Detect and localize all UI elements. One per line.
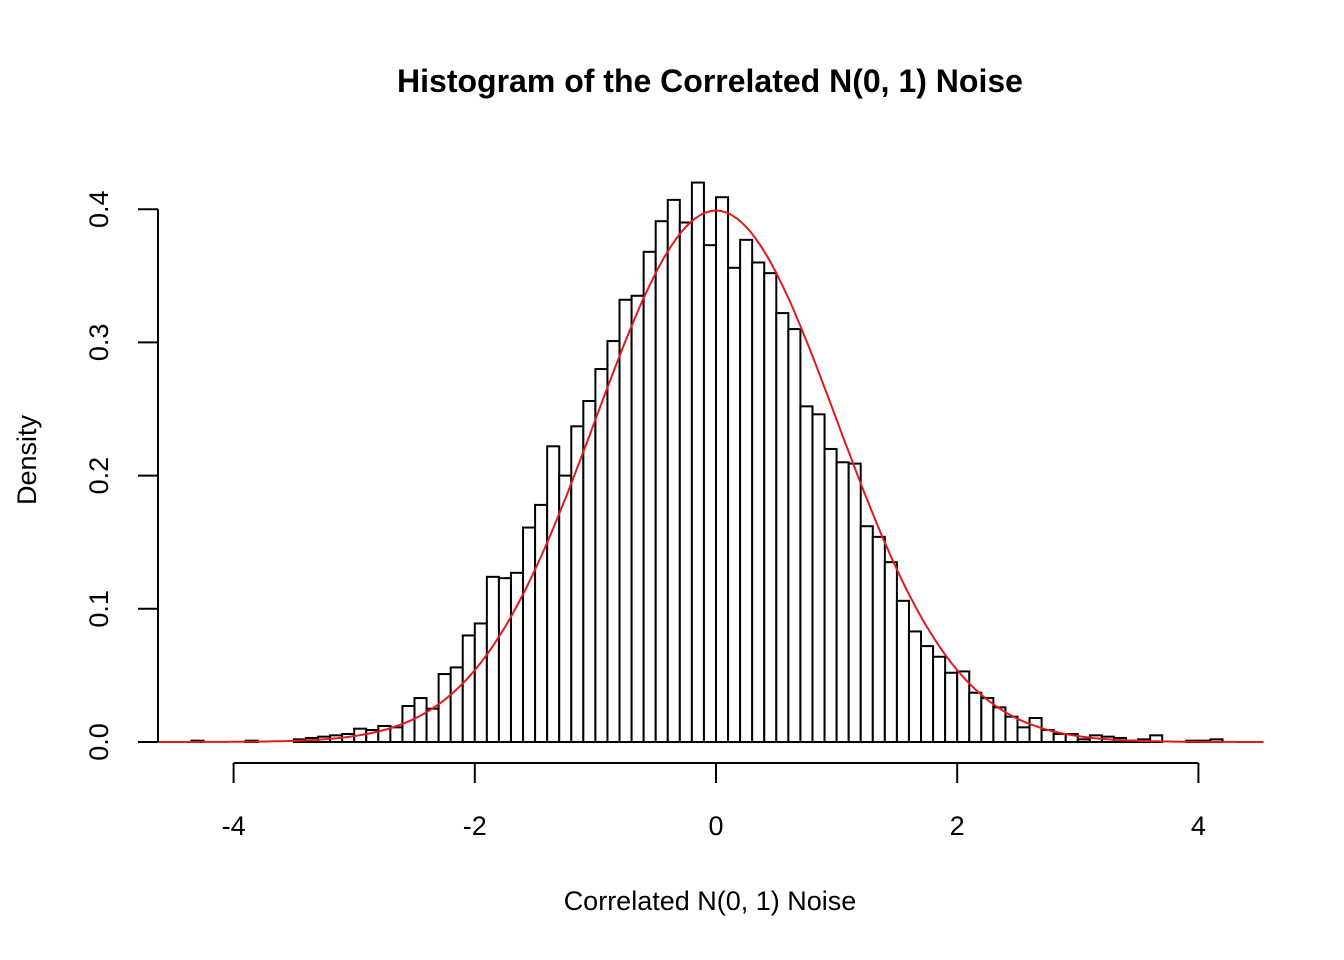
y-tick-label: 0.3 [84,324,114,362]
histogram-bar [473,622,488,744]
histogram-bar [485,575,500,743]
histogram-bar [835,461,850,743]
histogram-bar [1004,715,1019,744]
histogram-bar [582,400,597,743]
histogram-bar [630,294,645,743]
histogram-bar [968,691,983,744]
histogram-bar [727,266,742,743]
histogram-bar [594,368,609,743]
histogram-bar [413,697,428,744]
histogram-bar [775,312,790,743]
histogram-bar [980,697,995,744]
y-tick-label: 0.1 [84,590,114,628]
histogram-bar [702,244,718,743]
histogram-bar [859,525,874,743]
histogram-bar [847,462,862,743]
x-tick-label: -2 [463,811,487,841]
histogram-bar [389,726,404,744]
histogram-bar [895,599,910,743]
histogram-bar [606,340,621,743]
histogram-bar [715,196,730,744]
histogram-bar [461,634,476,743]
chart-title: Histogram of the Correlated N(0, 1) Nois… [397,63,1023,99]
histogram-bar [497,577,512,743]
histogram-bar [811,413,826,743]
histogram-bar [1064,733,1079,743]
histogram-bar [799,405,814,743]
normal-density-curve [149,209,1264,743]
histogram-bar [678,221,693,743]
histogram-bar [823,447,838,743]
histogram-bar [666,198,681,744]
y-tick-label: 0.0 [84,723,114,761]
histogram-bar [944,671,959,744]
y-axis: 0.0 0.1 0.2 0.3 0.4 [84,190,159,761]
histogram-bar [751,261,766,743]
x-axis: -4 -2 0 2 4 [222,762,1206,841]
histogram-bar [932,655,947,744]
histogram-bar [1016,726,1031,744]
histogram-bar [546,445,561,743]
y-tick-label: 0.2 [84,457,114,495]
histogram-bar [763,272,778,743]
x-tick-label: -4 [222,811,246,841]
histogram-bar [907,630,923,743]
histogram-bar [690,181,705,743]
histogram-bar [1076,738,1091,743]
histogram-bar [534,503,549,743]
x-tick-label: 0 [708,811,723,841]
histogram-bar [739,238,754,743]
histogram-bar [1028,717,1043,743]
histogram-bar [1052,733,1067,743]
x-tick-label: 4 [1191,811,1206,841]
histogram-bar [570,425,585,743]
histogram-bar [522,526,537,743]
histogram-bar [654,220,669,744]
histogram-bar [449,666,464,744]
density-curve-group [149,209,1264,743]
histogram-bar [437,673,452,743]
x-tick-label: 2 [950,811,965,841]
histogram-bar [883,561,898,743]
y-tick-label: 0.4 [84,190,114,228]
y-axis-label: Density [12,414,42,505]
histogram-bar [558,474,573,743]
histogram-bar [871,535,886,744]
histogram-bar [642,250,657,743]
histogram-bar [618,298,633,743]
histogram-bar [787,328,802,743]
x-axis-label: Correlated N(0, 1) Noise [564,886,857,916]
histogram-bars [190,181,1224,744]
histogram-bar [920,645,935,744]
histogram-bar [992,706,1007,743]
histogram-bar [425,707,440,744]
